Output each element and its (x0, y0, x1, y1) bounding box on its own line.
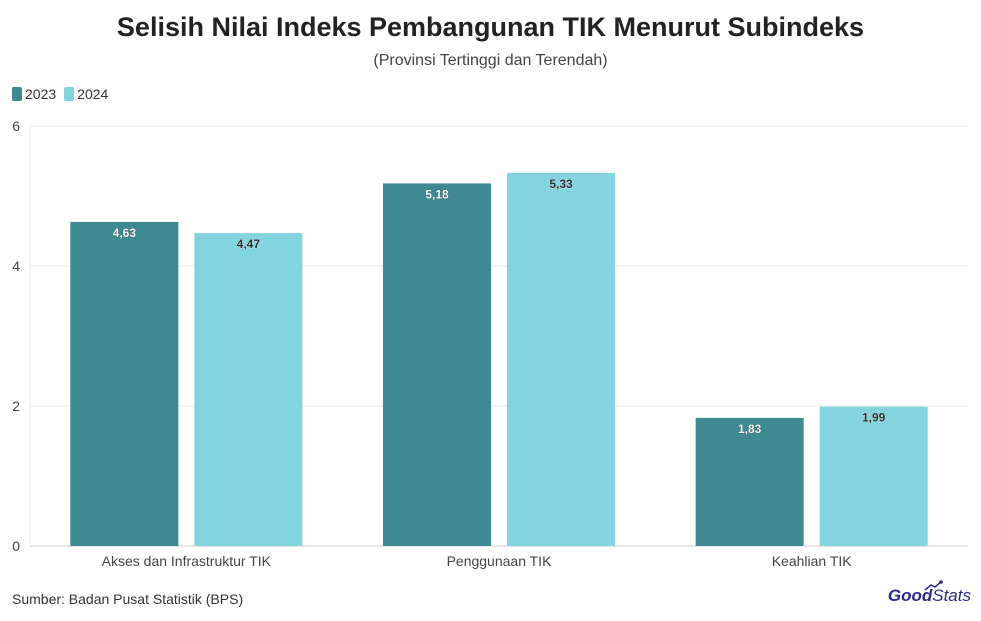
data-label: 1,99 (862, 411, 886, 425)
source-note: Sumber: Badan Pusat Statistik (BPS) (12, 591, 244, 607)
goodstats-logo: GoodStats (887, 580, 971, 606)
bar-2023 (695, 417, 804, 546)
legend-swatch-2023 (12, 87, 22, 101)
trend-icon (924, 580, 943, 591)
bar-2024 (194, 233, 303, 546)
bar-2023 (70, 221, 179, 546)
data-label: 1,83 (738, 422, 762, 436)
chart-subtitle: (Provinsi Tertinggi dan Terendah) (373, 52, 608, 69)
x-tick-label: Akses dan Infrastruktur TIK (102, 553, 272, 569)
data-label: 4,63 (113, 226, 137, 240)
y-tick-label: 2 (12, 398, 20, 414)
legend: 2023 2024 (12, 86, 108, 102)
data-label: 5,33 (549, 177, 573, 191)
y-tick-label: 6 (12, 118, 20, 134)
legend-label-2023: 2023 (25, 86, 57, 102)
chart-title: Selisih Nilai Indeks Pembangunan TIK Men… (116, 12, 865, 42)
x-tick-label: Keahlian TIK (772, 553, 853, 569)
brand-good: Good (887, 586, 933, 605)
legend-swatch-2024 (64, 87, 75, 101)
x-tick-label: Penggunaan TIK (447, 553, 552, 569)
y-tick-label: 4 (12, 258, 20, 274)
legend-item-2023[interactable]: 2023 (12, 86, 56, 102)
data-label: 5,18 (425, 187, 449, 201)
data-label: 4,47 (237, 237, 261, 251)
legend-label-2024: 2024 (77, 86, 109, 102)
legend-item-2024[interactable]: 2024 (64, 86, 108, 102)
brand-stats: Stats (932, 586, 971, 605)
bar-2023 (383, 183, 491, 546)
bar-2024 (819, 406, 928, 546)
y-tick-label: 0 (12, 538, 20, 554)
bar-2024 (507, 172, 615, 546)
